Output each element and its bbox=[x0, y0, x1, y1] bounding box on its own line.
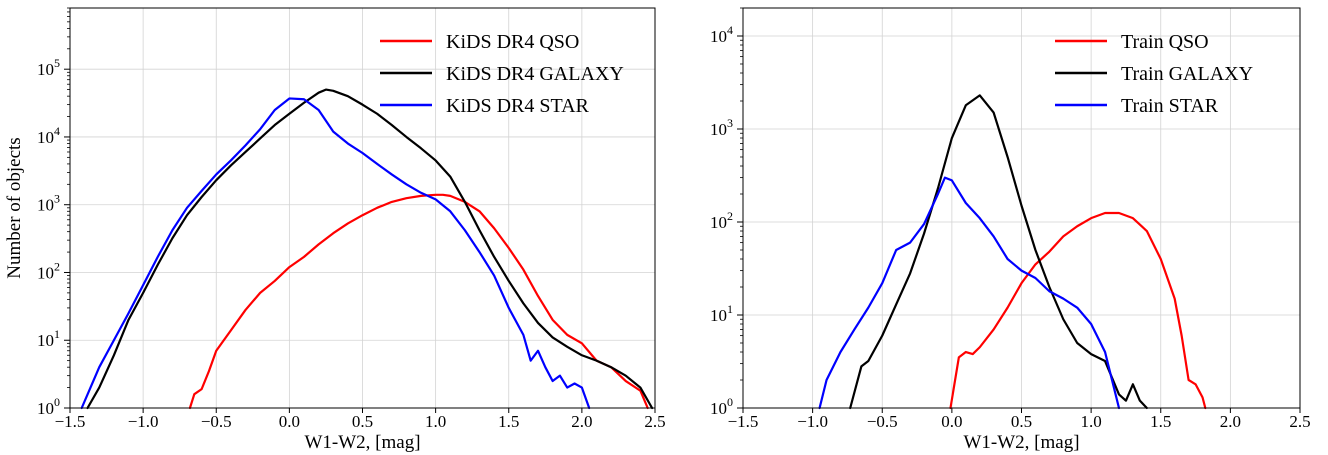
legend-label: Train QSO bbox=[1121, 31, 1209, 53]
y-tick-label: 104 bbox=[710, 23, 733, 46]
x-axis-label: W1-W2, [mag] bbox=[963, 432, 1079, 453]
y-tick-base: 10 bbox=[710, 120, 727, 139]
series-line-kids-dr4-galaxy bbox=[86, 88, 654, 410]
y-tick-exponent: 1 bbox=[727, 302, 733, 316]
y-tick-exponent: 3 bbox=[54, 192, 60, 206]
y-tick-exponent: 1 bbox=[54, 327, 60, 341]
series-line-train-galaxy bbox=[849, 94, 1148, 410]
y-tick-label: 104 bbox=[37, 124, 60, 147]
y-tick-label: 100 bbox=[710, 395, 733, 418]
x-tick-label: −0.5 bbox=[201, 412, 232, 431]
x-tick-label: 0.0 bbox=[941, 412, 962, 431]
x-tick-label: −0.5 bbox=[867, 412, 898, 431]
legend-label: Train STAR bbox=[1121, 95, 1219, 117]
panel-train: −1.5 −1.0 −0.5 0.0 0.5 1.0 1.5 2.0 2.51001011021… bbox=[710, 7, 1311, 453]
y-tick-base: 10 bbox=[37, 128, 54, 147]
y-tick-exponent: 0 bbox=[54, 395, 60, 409]
x-tick-label: −1.0 bbox=[128, 412, 159, 431]
y-tick-exponent: 4 bbox=[54, 124, 60, 138]
legend-label: KiDS DR4 STAR bbox=[446, 95, 590, 117]
x-tick-label: 1.0 bbox=[1081, 412, 1102, 431]
y-tick-base: 10 bbox=[37, 60, 54, 79]
y-tick-label: 102 bbox=[710, 209, 733, 232]
x-tick-label: 2.0 bbox=[1220, 412, 1241, 431]
y-tick-exponent: 2 bbox=[727, 209, 733, 223]
y-tick-base: 10 bbox=[37, 399, 54, 418]
y-tick-exponent: 0 bbox=[727, 395, 733, 409]
legend-label: KiDS DR4 GALAXY bbox=[446, 63, 624, 85]
x-tick-label: −1.5 bbox=[55, 412, 86, 431]
y-tick-exponent: 3 bbox=[727, 116, 733, 130]
y-tick-base: 10 bbox=[710, 399, 727, 418]
y-tick-label: 103 bbox=[710, 116, 733, 139]
x-tick-label: 0.0 bbox=[279, 412, 300, 431]
x-tick-label: 0.5 bbox=[1011, 412, 1032, 431]
x-tick-label: 2.5 bbox=[1289, 412, 1310, 431]
y-tick-base: 10 bbox=[37, 263, 54, 282]
x-tick-label: −1.5 bbox=[728, 412, 759, 431]
y-tick-label: 103 bbox=[37, 192, 60, 215]
legend-label: Train GALAXY bbox=[1121, 63, 1253, 85]
y-tick-label: 100 bbox=[37, 395, 60, 418]
x-tick-label: −1.0 bbox=[797, 412, 828, 431]
x-axis-label: W1-W2, [mag] bbox=[304, 432, 420, 453]
y-tick-exponent: 5 bbox=[54, 56, 60, 70]
y-tick-base: 10 bbox=[710, 27, 727, 46]
y-tick-base: 10 bbox=[710, 306, 727, 325]
x-tick-label: 2.0 bbox=[571, 412, 592, 431]
y-tick-exponent: 4 bbox=[727, 23, 733, 37]
series-line-train-qso bbox=[949, 211, 1207, 410]
y-axis-label: Number of objects bbox=[4, 137, 25, 278]
x-tick-label: 1.5 bbox=[1150, 412, 1171, 431]
x-tick-label: 1.5 bbox=[498, 412, 519, 431]
series-line-kids-dr4-star bbox=[80, 97, 591, 410]
y-tick-base: 10 bbox=[710, 213, 727, 232]
y-tick-base: 10 bbox=[37, 196, 54, 215]
x-tick-label: 1.0 bbox=[425, 412, 446, 431]
legend-label: KiDS DR4 QSO bbox=[446, 31, 579, 53]
x-tick-label: 2.5 bbox=[644, 412, 665, 431]
x-tick-label: 0.5 bbox=[352, 412, 373, 431]
y-tick-label: 105 bbox=[37, 56, 60, 79]
series-line-kids-dr4-qso bbox=[188, 193, 649, 410]
panel-kids-dr4: −1.5 −1.0 −0.5 0.0 0.5 1.0 1.5 2.0 2.51001011021… bbox=[4, 7, 666, 453]
y-tick-exponent: 2 bbox=[54, 259, 60, 273]
series-line-train-star bbox=[818, 176, 1121, 410]
y-tick-label: 101 bbox=[37, 327, 60, 350]
y-tick-base: 10 bbox=[37, 331, 54, 350]
y-tick-label: 102 bbox=[37, 259, 60, 282]
y-tick-label: 101 bbox=[710, 302, 733, 325]
